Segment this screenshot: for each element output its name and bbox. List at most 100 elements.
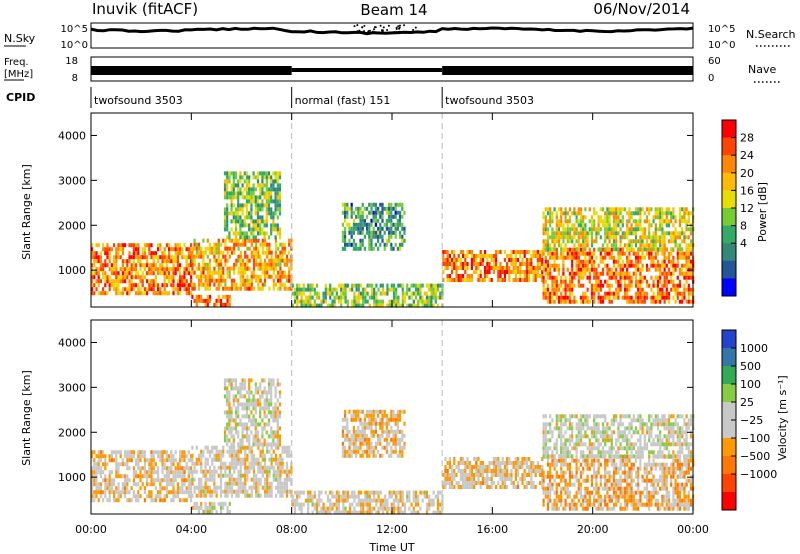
- echo-cell: [608, 211, 611, 216]
- echo-cell: [168, 490, 171, 495]
- echo-cell: [351, 283, 354, 288]
- echo-cell: [446, 266, 449, 270]
- echo-cell: [226, 191, 229, 196]
- echo-cell: [163, 275, 166, 280]
- echo-cell: [340, 295, 343, 300]
- echo-cell: [266, 473, 269, 478]
- echo-cell: [261, 179, 264, 184]
- echo-cell: [436, 303, 440, 308]
- echo-cell: [97, 462, 100, 467]
- echo-cell: [270, 199, 273, 204]
- echo-cell: [619, 247, 622, 252]
- echo-cell: [392, 303, 396, 308]
- echo-cell: [159, 271, 162, 276]
- echo-cell: [248, 238, 251, 243]
- echo-cell: [152, 279, 155, 284]
- echo-cell: [462, 473, 465, 477]
- echo-cell: [394, 242, 397, 247]
- echo-cell: [395, 287, 398, 292]
- echo-cell: [261, 445, 264, 450]
- echo-cell: [126, 450, 129, 455]
- echo-cell: [612, 275, 616, 280]
- echo-cell: [267, 406, 271, 411]
- echo-cell: [388, 238, 391, 243]
- echo-cell: [661, 287, 664, 292]
- echo-cell: [521, 270, 524, 274]
- echo-cell: [521, 258, 524, 262]
- echo-cell: [499, 262, 502, 266]
- echo-cell: [428, 283, 431, 288]
- echo-cell: [626, 267, 629, 272]
- echo-cell: [270, 195, 273, 200]
- echo-cell: [453, 266, 456, 270]
- echo-cell: [117, 486, 120, 491]
- echo-cell: [241, 394, 244, 399]
- echo-cell: [230, 246, 234, 251]
- echo-cell: [195, 457, 198, 462]
- echo-cell: [234, 426, 238, 431]
- echo-cell: [159, 263, 162, 268]
- echo-cell: [246, 445, 249, 450]
- echo-cell: [553, 231, 556, 236]
- echo-cell: [383, 429, 386, 434]
- echo-cell: [217, 286, 220, 291]
- echo-cell: [434, 295, 437, 300]
- power-heatmap: [91, 113, 695, 308]
- echo-cell: [245, 235, 249, 240]
- echo-cell: [274, 238, 278, 243]
- echo-cell: [213, 489, 216, 494]
- echo-cell: [597, 287, 600, 292]
- echo-cell: [206, 298, 209, 303]
- echo-cell: [428, 299, 431, 304]
- echo-cell: [150, 490, 153, 495]
- echo-cell: [615, 235, 618, 240]
- echo-cell: [654, 267, 657, 272]
- echo-cell: [219, 485, 223, 490]
- echo-cell: [652, 291, 655, 296]
- echo-cell: [208, 278, 212, 283]
- echo-cell: [555, 283, 558, 288]
- echo-cell: [362, 303, 365, 308]
- echo-cell: [634, 275, 638, 280]
- echo-cell: [551, 227, 554, 232]
- echo-cell: [575, 231, 578, 236]
- echo-cell: [276, 426, 279, 431]
- echo-cell: [492, 262, 495, 266]
- echo-cell: [104, 490, 107, 495]
- echo-cell: [250, 250, 253, 255]
- echo-cell: [235, 481, 238, 486]
- echo-cell: [342, 295, 345, 300]
- echo-cell: [425, 291, 429, 296]
- echo-cell: [206, 461, 209, 466]
- echo-cell: [139, 486, 142, 491]
- echo-cell: [252, 270, 256, 275]
- echo-cell: [542, 231, 545, 236]
- echo-cell: [307, 299, 310, 304]
- echo-cell: [348, 445, 351, 450]
- echo-cell: [523, 274, 526, 278]
- echo-cell: [597, 271, 600, 276]
- echo-cell: [150, 478, 153, 483]
- echo-cell: [464, 254, 467, 258]
- echo-cell: [274, 473, 278, 478]
- echo-cell: [222, 238, 225, 243]
- echo-cell: [176, 291, 179, 296]
- echo-cell: [121, 458, 124, 463]
- echo-cell: [124, 267, 127, 272]
- echo-cell: [514, 262, 517, 266]
- echo-cell: [512, 266, 515, 270]
- echo-cell: [187, 251, 190, 256]
- echo-cell: [439, 502, 442, 507]
- echo-cell: [191, 262, 194, 267]
- echo-cell: [233, 286, 236, 291]
- echo-cell: [248, 266, 251, 271]
- echo-cell: [366, 445, 369, 450]
- echo-cell: [137, 494, 140, 499]
- echo-cell: [517, 278, 520, 282]
- echo-cell: [172, 275, 175, 280]
- echo-cell: [466, 274, 469, 278]
- echo-cell: [359, 429, 362, 434]
- echo-cell: [448, 457, 451, 461]
- echo-cell: [168, 267, 171, 272]
- echo-cell: [626, 295, 629, 300]
